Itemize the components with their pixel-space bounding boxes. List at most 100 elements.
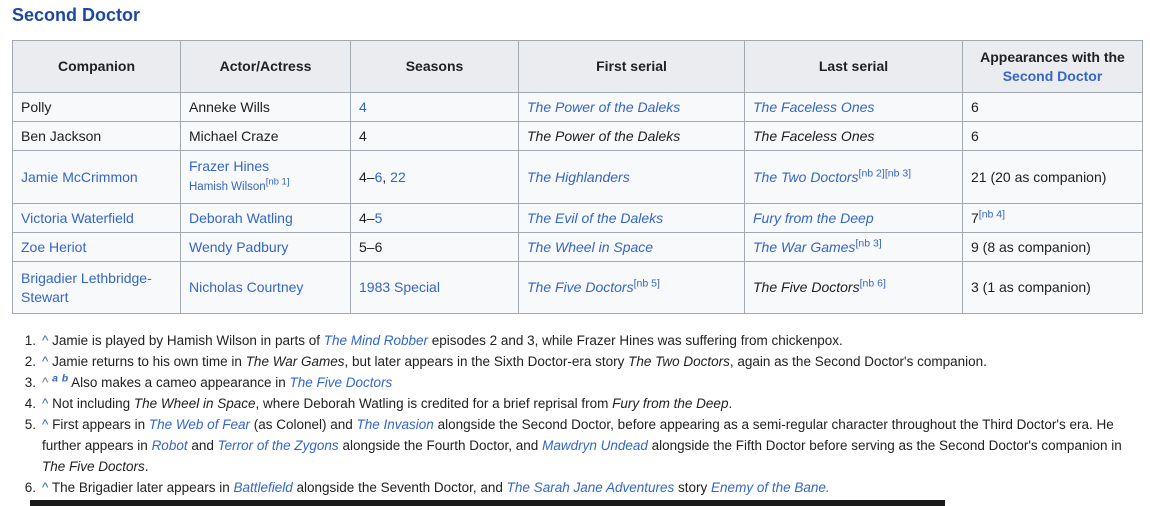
link[interactable]: The Five Doctors xyxy=(527,279,634,295)
cell-companion: Victoria Waterfield xyxy=(12,203,181,233)
link[interactable]: The War Games xyxy=(753,238,856,255)
backlink-caret: ^ xyxy=(42,375,49,390)
link[interactable]: Wendy Padbury xyxy=(189,238,289,255)
cell-companion: Polly xyxy=(12,92,181,122)
link[interactable]: Frazer Hines xyxy=(189,158,270,174)
backlink-caret[interactable]: ^ xyxy=(42,417,49,432)
column-header-appearances: Appearances with the Second Doctor xyxy=(962,40,1143,93)
link[interactable]: The Web of Fear xyxy=(148,417,250,432)
footnote-ref-link[interactable]: [nb 2] xyxy=(858,166,885,179)
link[interactable]: Victoria Waterfield xyxy=(21,209,134,226)
footnote-ref-link[interactable]: [nb 3] xyxy=(884,166,912,179)
cell-companion: Jamie McCrimmon xyxy=(12,150,181,204)
link[interactable]: Fury from the Deep xyxy=(753,209,874,226)
text: 4– xyxy=(359,168,375,185)
footnote-ref-link[interactable]: [nb 4] xyxy=(978,207,1006,220)
text: The Five Doctors xyxy=(753,279,860,295)
text: Hamish Wilson xyxy=(189,181,266,193)
link[interactable]: 1983 Special xyxy=(359,279,440,295)
link[interactable]: The Faceless Ones xyxy=(753,98,875,115)
text: and xyxy=(187,438,218,453)
text: (as Colonel) and xyxy=(249,417,357,432)
link[interactable]: Mawdryn Undead xyxy=(542,438,648,453)
text: 4– xyxy=(359,209,375,226)
column-header-last-serial: Last serial xyxy=(744,40,963,93)
text: The Two Doctors xyxy=(628,354,730,369)
footnote-item-4: 4. ^ Not including The Wheel in Space, wh… xyxy=(12,393,1140,414)
link[interactable]: Battlefield xyxy=(233,480,293,495)
cell-companion: Zoe Heriot xyxy=(12,232,181,262)
link[interactable]: Enemy of the Bane. xyxy=(711,480,830,495)
text: , but later appears in the Sixth Doctor-… xyxy=(344,354,629,369)
link[interactable]: 5 xyxy=(374,209,383,226)
text: Polly xyxy=(21,98,52,115)
backlink-caret[interactable]: ^ xyxy=(42,354,49,369)
column-header-actor-actress: Actor/Actress xyxy=(180,40,351,93)
link[interactable]: Second Doctor xyxy=(1002,67,1103,84)
link[interactable]: The Two Doctors xyxy=(753,168,859,185)
text: 6 xyxy=(971,127,979,144)
cell-actor-actress: Anneke Wills xyxy=(180,92,351,122)
footnote-ref-link[interactable]: a xyxy=(52,372,58,385)
text: Appearances with the xyxy=(980,48,1125,65)
table-row-jamie-mccrimmon: Jamie McCrimmon Frazer Hines Hamish Wilson… xyxy=(12,150,1143,204)
cell-first-serial: The Five Doctors[nb 5] xyxy=(518,261,745,314)
table-header-row: Companion Actor/Actress Seasons First seria… xyxy=(12,40,1143,93)
link[interactable]: The Highlanders xyxy=(527,168,630,185)
link[interactable]: Robot xyxy=(151,438,188,453)
link[interactable]: 6 xyxy=(374,168,383,185)
link[interactable]: Jamie McCrimmon xyxy=(21,168,138,185)
cell-actor-actress: Wendy Padbury xyxy=(180,232,351,262)
footnote-ref-link[interactable]: [nb 3] xyxy=(855,236,882,249)
backlink-caret[interactable]: ^ xyxy=(42,333,49,348)
link[interactable]: Nicholas Courtney xyxy=(189,279,304,295)
link[interactable]: The Wheel in Space xyxy=(527,238,654,255)
cell-last-serial: The Two Doctors[nb 2][nb 3] xyxy=(744,150,963,204)
backlink-caret[interactable]: ^ xyxy=(42,480,49,495)
text: , again as the Second Doctor's companion… xyxy=(729,354,987,369)
text: . xyxy=(728,396,733,411)
footnote-item-2: 2. ^ Jamie returns to his own time in The… xyxy=(12,351,1140,372)
footnote-number: 6. xyxy=(24,480,36,495)
footnote-ref-link[interactable]: [nb 1] xyxy=(265,176,290,188)
text: , where Deborah Watling is credited for … xyxy=(255,396,613,411)
text: 7 xyxy=(971,209,979,226)
cell-appearances: 21 (20 as companion) xyxy=(962,150,1143,204)
footnote-number: 2. xyxy=(24,354,36,369)
cell-last-serial: The Five Doctors[nb 6] xyxy=(744,261,963,314)
text: First serial xyxy=(596,58,667,74)
text: 5–6 xyxy=(359,238,383,255)
backlink-caret[interactable]: ^ xyxy=(42,396,49,411)
link[interactable]: Deborah Watling xyxy=(189,209,293,226)
cell-companion: Ben Jackson xyxy=(12,121,181,151)
text: 6 xyxy=(971,98,979,115)
link[interactable]: Brigadier Lethbridge-Stewart xyxy=(21,269,152,305)
link[interactable]: The Invasion xyxy=(356,417,434,432)
link[interactable]: The Sarah Jane Adventures xyxy=(506,480,675,495)
column-header-companion: Companion xyxy=(12,40,181,93)
footnote-ref-link[interactable]: b xyxy=(61,372,69,385)
footnote-number: 1. xyxy=(24,333,36,348)
cell-last-serial: The Faceless Ones xyxy=(744,92,963,122)
link[interactable]: The Mind Robber xyxy=(323,333,429,348)
text: The Wheel in Space xyxy=(133,396,256,411)
link[interactable]: Zoe Heriot xyxy=(21,238,87,255)
footnote-number: 4. xyxy=(24,396,36,411)
link[interactable]: 22 xyxy=(390,168,406,185)
column-header-seasons: Seasons xyxy=(350,40,519,93)
cell-last-serial: The War Games[nb 3] xyxy=(744,232,963,262)
footnote-ref-link[interactable]: [nb 5] xyxy=(633,277,660,290)
footnote-text: ^ Jamie returns to his own time in The W… xyxy=(42,354,987,369)
link[interactable]: The Five Doctors xyxy=(289,375,393,390)
link[interactable]: Terror of the Zygons xyxy=(217,438,339,453)
link[interactable]: 4 xyxy=(359,98,367,115)
cell-actor-actress: Deborah Watling xyxy=(180,203,351,233)
link[interactable]: The Power of the Daleks xyxy=(527,98,681,115)
footnote-ref-link[interactable]: [nb 6] xyxy=(859,277,886,290)
link[interactable]: The Evil of the Daleks xyxy=(527,209,664,226)
footnote-text: ^ The Brigadier later appears in Battlef… xyxy=(42,480,830,495)
cell-actor-actress: Michael Craze xyxy=(180,121,351,151)
page-title[interactable]: Second Doctor xyxy=(12,5,141,25)
footnote-number: 5. xyxy=(24,417,36,432)
text: 3 (1 as companion) xyxy=(971,279,1091,295)
